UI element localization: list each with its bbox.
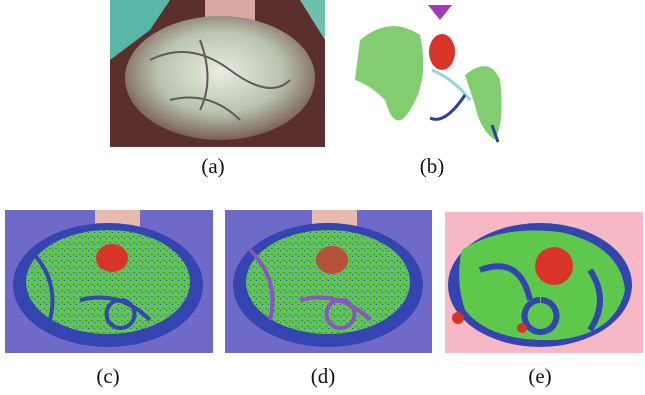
cluster: [355, 26, 423, 120]
segment-red: [316, 246, 348, 274]
photo-brain: [125, 16, 315, 140]
panel-d: [225, 210, 432, 353]
cluster: [465, 66, 502, 140]
segment-red: [517, 323, 527, 333]
segment-red: [96, 244, 128, 272]
panel-e: [445, 212, 643, 353]
panel-label: (a): [201, 154, 224, 178]
segment-red: [535, 247, 573, 285]
panel-c: [5, 210, 213, 353]
panel-b: [355, 5, 502, 142]
segment-red: [452, 312, 464, 324]
figure: (a) (b) (c) (d) (e): [0, 0, 645, 395]
cluster: [430, 95, 465, 119]
cluster: [428, 5, 452, 20]
panel-label: (b): [420, 154, 445, 178]
page: (a) (b) (c) (d) (e): [0, 0, 645, 395]
panel-label: (e): [528, 364, 551, 388]
cluster: [429, 34, 455, 70]
panel-a: [110, 0, 325, 147]
panel-label: (d): [311, 364, 336, 388]
panel-label: (c): [96, 364, 119, 388]
